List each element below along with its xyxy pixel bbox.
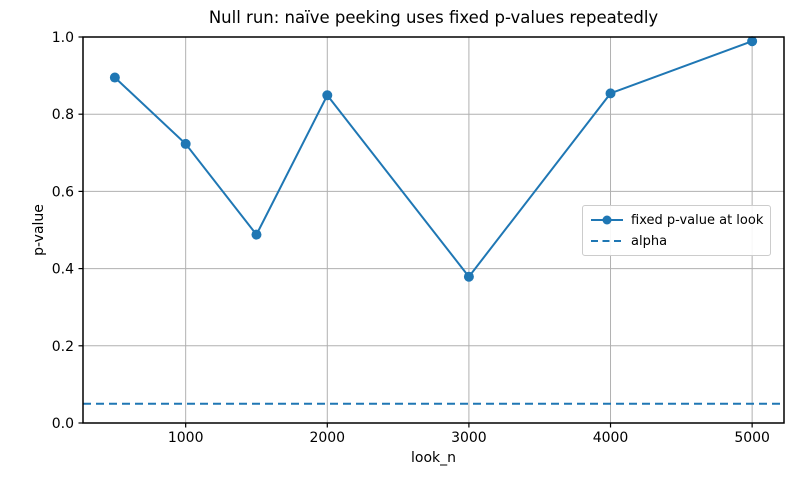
data-point-marker <box>251 229 262 240</box>
data-point-marker <box>322 90 333 101</box>
chart-title: Null run: naïve peeking uses fixed p-val… <box>208 8 659 27</box>
y-tick-label: 0.8 <box>52 107 74 123</box>
axes-spines <box>82 36 785 424</box>
data-point-marker <box>747 36 758 47</box>
y-tick-label: 0.4 <box>52 262 74 278</box>
x-tick-label: 2000 <box>309 430 345 446</box>
data-point-marker <box>463 271 474 282</box>
y-tick-label: 0.6 <box>52 184 74 200</box>
data-point-marker <box>109 72 120 83</box>
legend: fixed p-value at look alpha <box>582 205 772 256</box>
dashed-line-icon <box>591 240 623 242</box>
y-tick-label: 0.2 <box>52 339 74 355</box>
x-tick-label: 5000 <box>734 430 770 446</box>
solid-line-marker-icon <box>591 215 623 225</box>
x-tick-label: 3000 <box>451 430 487 446</box>
legend-label: fixed p-value at look <box>631 212 764 228</box>
legend-item-alpha: alpha <box>590 232 763 250</box>
y-tick-label: 0.0 <box>52 416 74 432</box>
y-tick-label: 1.0 <box>52 30 74 46</box>
legend-item-fixed-p-value: fixed p-value at look <box>590 211 763 229</box>
data-point-marker <box>605 88 616 99</box>
x-axis-label: look_n <box>410 450 456 466</box>
x-tick-label: 1000 <box>168 430 204 446</box>
y-axis-label: p-value <box>31 204 47 256</box>
legend-label: alpha <box>631 233 668 249</box>
x-tick-label: 4000 <box>593 430 629 446</box>
data-point-marker <box>180 138 191 149</box>
